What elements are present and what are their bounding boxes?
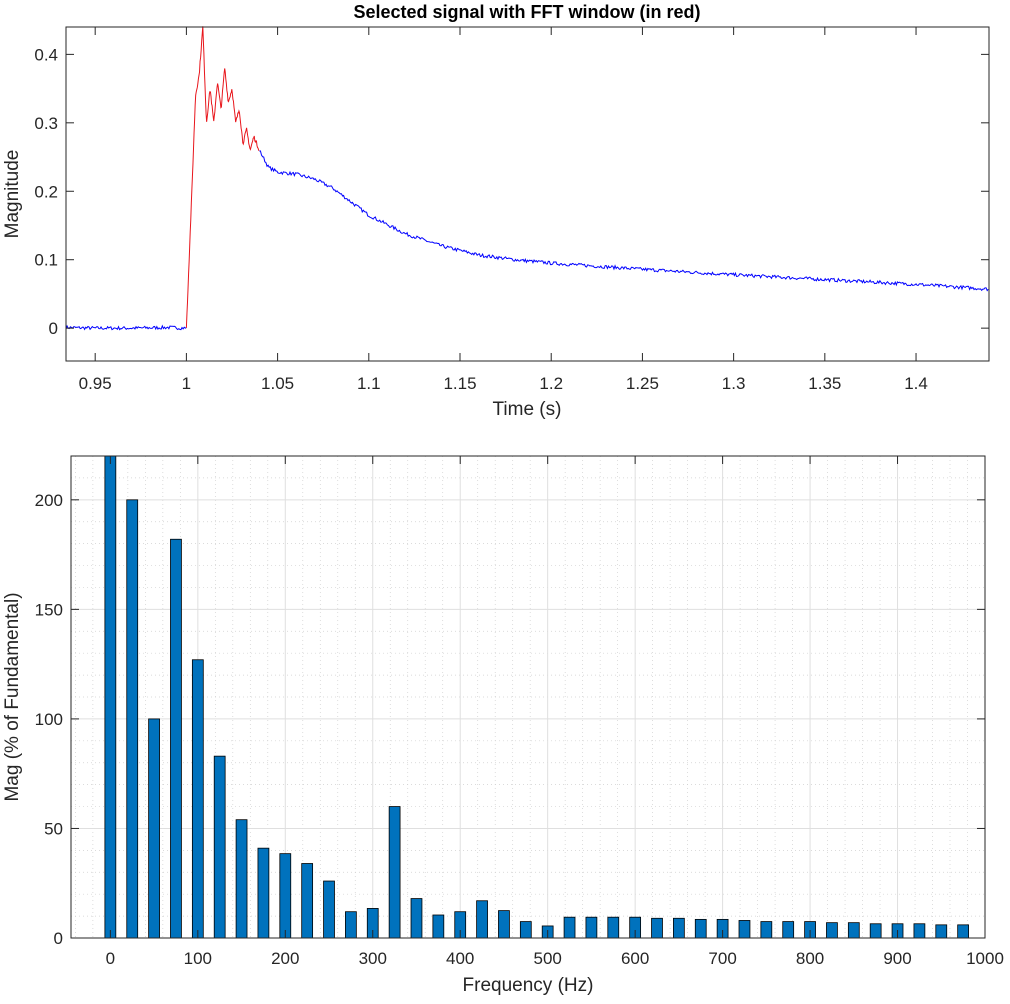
signal-plot-ylabel: Magnitude — [2, 150, 23, 239]
fft-plot-ytick-label: 150 — [35, 600, 63, 619]
fft-plot-xtick-label: 600 — [621, 949, 649, 968]
fft-plot-xtick-label: 200 — [271, 949, 299, 968]
signal-plot-xtick-label: 1 — [182, 374, 191, 393]
fft-plot-xtick-label: 500 — [533, 949, 561, 968]
fft-bar — [957, 924, 969, 939]
fft-bar — [498, 910, 510, 939]
signal-plot-frame — [65, 26, 990, 362]
fft-bar — [148, 718, 160, 939]
signal-plot-ticks: 0.95 1 1.05 1.1 1.15 1.2 1.25 1.3 1.35 1.4 0 0.1 0.2… — [34, 27, 989, 393]
fft-bar — [869, 923, 882, 939]
fft-plot-frame — [70, 455, 986, 939]
fft-bar — [847, 922, 860, 939]
signal-plot-ytick-label: 0.1 — [34, 251, 58, 270]
fft-bar — [388, 806, 401, 939]
signal-line-decay — [259, 150, 989, 292]
fft-plot-xtick-label: 700 — [708, 949, 736, 968]
fft-bar — [104, 455, 117, 939]
fft-plot: 0 100 200 300 400 500 600 700 800 900 1000 0 50 100 15… — [2, 455, 1004, 996]
fft-bar — [323, 880, 335, 939]
fft-plot-xtick-label: 800 — [796, 949, 824, 968]
fft-bar — [279, 853, 292, 939]
signal-plot-xtick-label: 1.4 — [904, 374, 928, 393]
fft-bar — [694, 918, 707, 939]
signal-plot-xtick-label: 1.2 — [539, 374, 563, 393]
fft-plot-xlabel: Frequency (Hz) — [463, 975, 594, 996]
fft-plot-xtick-label: 300 — [359, 949, 387, 968]
fft-plot-ytick-label: 0 — [54, 929, 63, 948]
fft-bar — [826, 922, 838, 939]
signal-plot-xtick-label: 1.15 — [443, 374, 476, 393]
fft-bar — [257, 847, 270, 939]
fft-plot-ytick-label: 200 — [35, 491, 63, 510]
signal-plot-xtick-label: 1.1 — [357, 374, 381, 393]
signal-plot-ytick-label: 0.4 — [34, 45, 58, 64]
fft-bar — [782, 921, 795, 939]
signal-plot-ytick-label: 0.3 — [34, 114, 58, 133]
fft-bar — [213, 755, 226, 939]
signal-plot-ytick-label: 0.2 — [34, 182, 58, 201]
fft-window-line — [185, 26, 260, 328]
fft-bar — [585, 916, 598, 939]
signal-plot-xtick-label: 0.95 — [79, 374, 112, 393]
fft-bar — [673, 917, 685, 939]
fft-bar — [126, 499, 139, 939]
fft-bar — [191, 659, 204, 939]
fft-plot-xtick-label: 400 — [446, 949, 474, 968]
fft-bar — [607, 916, 620, 939]
fft-bar — [913, 923, 926, 939]
signal-plot-ytick-label: 0 — [49, 319, 58, 338]
fft-bar — [651, 917, 663, 939]
signal-plot-title: Selected signal with FFT window (in red) — [353, 2, 700, 22]
signal-plot-xtick-label: 1.05 — [261, 374, 294, 393]
fft-bar — [432, 914, 445, 939]
fft-plot-xtick-label: 900 — [883, 949, 911, 968]
fft-bar — [519, 921, 532, 939]
fft-plot-xtick-label: 1000 — [966, 949, 1004, 968]
fft-bar — [760, 921, 773, 939]
fft-bar — [563, 916, 576, 939]
signal-plot-xlabel: Time (s) — [493, 399, 562, 420]
fft-plot-xtick-label: 100 — [184, 949, 212, 968]
signal-plot-xtick-label: 1.35 — [808, 374, 841, 393]
fft-bar — [345, 911, 357, 939]
fft-plot-ytick-label: 50 — [44, 819, 63, 838]
fft-bar — [235, 819, 248, 939]
fft-bar — [476, 900, 488, 939]
fft-bar — [170, 538, 182, 939]
signal-plot: Selected signal with FFT window (in red)… — [2, 2, 990, 420]
fft-plot-ylabel: Mag (% of Fundamental) — [2, 592, 23, 801]
signal-line-pre — [65, 324, 187, 331]
signal-plot-xtick-label: 1.3 — [722, 374, 746, 393]
signal-plot-lines — [65, 26, 989, 331]
fft-bar — [301, 863, 314, 939]
fft-plot-ticks: 0 100 200 300 400 500 600 700 800 900 1000 0 50 100 15… — [35, 456, 1004, 968]
fft-bar — [738, 920, 751, 939]
fft-plot-ytick-label: 100 — [35, 710, 63, 729]
fft-bar — [935, 924, 948, 939]
signal-plot-xtick-label: 1.25 — [626, 374, 659, 393]
fft-bar — [410, 898, 423, 939]
fft-plot-xtick-label: 0 — [106, 949, 115, 968]
